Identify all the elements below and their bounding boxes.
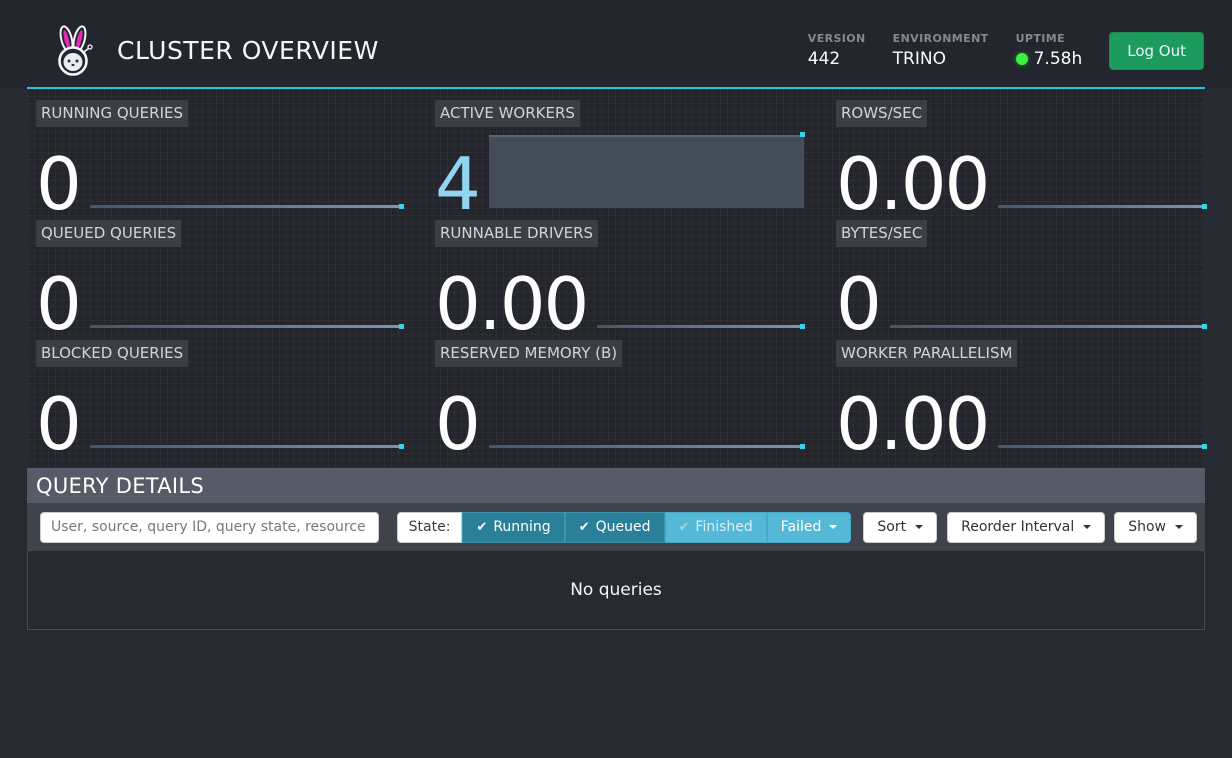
- stat-value: 0: [36, 262, 82, 346]
- reorder-interval-dropdown-button[interactable]: Reorder Interval: [947, 511, 1106, 543]
- state-filter-group: State: ✔ Running ✔ Queued ✔ Finished Fai…: [396, 511, 852, 543]
- stat-value: 0.00: [836, 142, 990, 226]
- stat-tile-rows-per-sec: ROWS/SEC 0.00: [836, 100, 1207, 220]
- state-filter-failed-dropdown[interactable]: Failed: [766, 511, 852, 543]
- show-dropdown-button[interactable]: Show: [1114, 511, 1197, 543]
- logout-button[interactable]: Log Out: [1109, 31, 1204, 70]
- stat-tile-queued-queries: QUEUED QUERIES 0: [36, 220, 404, 340]
- query-list-empty-panel: No queries: [27, 551, 1205, 630]
- uptime-info: UPTIME 7.58h: [1015, 32, 1083, 69]
- uptime-value: 7.58h: [1033, 49, 1083, 69]
- stat-tile-bytes-per-sec: BYTES/SEC 0: [836, 220, 1207, 340]
- environment-label: ENVIRONMENT: [892, 32, 989, 45]
- sparkline: [597, 255, 805, 329]
- caret-down-icon: [1175, 525, 1183, 529]
- stat-label: ACTIVE WORKERS: [435, 100, 580, 127]
- stat-value: 0: [36, 142, 82, 226]
- sparkline: [488, 132, 805, 208]
- sparkline: [89, 255, 404, 329]
- uptime-status-dot-icon: [1015, 53, 1028, 65]
- caret-down-icon: [829, 525, 838, 529]
- uptime-label: UPTIME: [1015, 32, 1066, 45]
- caret-down-icon: [1083, 525, 1092, 529]
- environment-info: ENVIRONMENT TRINO: [893, 32, 989, 69]
- stat-tile-active-workers: ACTIVE WORKERS 4: [435, 100, 805, 220]
- stat-value: 0: [836, 262, 882, 346]
- stat-tile-worker-parallelism: WORKER PARALLELISM 0.00: [836, 340, 1207, 460]
- stat-value: 0: [435, 382, 481, 466]
- stat-label: BLOCKED QUERIES: [36, 340, 189, 367]
- stat-label: RUNNING QUERIES: [36, 100, 188, 127]
- stat-tile-runnable-drivers: RUNNABLE DRIVERS 0.00: [435, 220, 805, 340]
- empty-message: No queries: [570, 580, 662, 600]
- sparkline: [889, 255, 1207, 329]
- check-icon: ✔: [476, 519, 488, 535]
- stat-value: 0.00: [435, 262, 589, 346]
- sparkline: [89, 135, 404, 209]
- stat-label: QUEUED QUERIES: [36, 220, 182, 247]
- stat-label: RUNNABLE DRIVERS: [435, 220, 599, 247]
- page-title: CLUSTER OVERVIEW: [117, 36, 379, 65]
- stat-label: RESERVED MEMORY (B): [435, 340, 623, 367]
- caret-down-icon: [915, 525, 924, 529]
- check-icon: ✔: [678, 519, 690, 535]
- state-filter-running[interactable]: ✔ Running: [462, 511, 565, 543]
- stat-value: 0.00: [836, 382, 990, 466]
- stat-tile-reserved-memory: RESERVED MEMORY (B) 0: [435, 340, 805, 460]
- sparkline: [488, 375, 805, 449]
- stat-label: ROWS/SEC: [836, 100, 928, 127]
- query-details-header: QUERY DETAILS: [27, 468, 1205, 503]
- sparkline: [998, 375, 1207, 449]
- version-label: VERSION: [807, 32, 866, 45]
- state-filter-finished[interactable]: ✔ Finished: [664, 511, 767, 543]
- sparkline: [89, 375, 404, 449]
- trino-bunny-logo: [58, 24, 93, 76]
- stat-tile-blocked-queries: BLOCKED QUERIES 0: [36, 340, 404, 460]
- query-toolbar: State: ✔ Running ✔ Queued ✔ Finished Fai…: [27, 503, 1205, 551]
- stat-value: 4: [435, 142, 481, 226]
- query-details-title: QUERY DETAILS: [36, 473, 205, 498]
- stat-value: 0: [36, 382, 82, 466]
- stat-tile-running-queries: RUNNING QUERIES 0: [36, 100, 404, 220]
- state-filter-queued[interactable]: ✔ Queued: [564, 511, 665, 543]
- environment-value: TRINO: [892, 49, 946, 69]
- stat-label: BYTES/SEC: [836, 220, 928, 247]
- query-search-input[interactable]: [40, 511, 379, 543]
- app-header: CLUSTER OVERVIEW VERSION 442 ENVIRONMENT…: [0, 0, 1232, 89]
- state-filter-label: State:: [396, 511, 463, 543]
- sparkline: [998, 135, 1207, 209]
- version-value: 442: [807, 49, 841, 69]
- cluster-stats-grid: RUNNING QUERIES 0 ACTIVE WORKERS 4 ROWS/…: [27, 89, 1207, 468]
- check-icon: ✔: [578, 519, 590, 535]
- version-info: VERSION 442: [808, 32, 866, 69]
- stat-label: WORKER PARALLELISM: [836, 340, 1018, 367]
- sort-dropdown-button[interactable]: Sort: [863, 511, 938, 543]
